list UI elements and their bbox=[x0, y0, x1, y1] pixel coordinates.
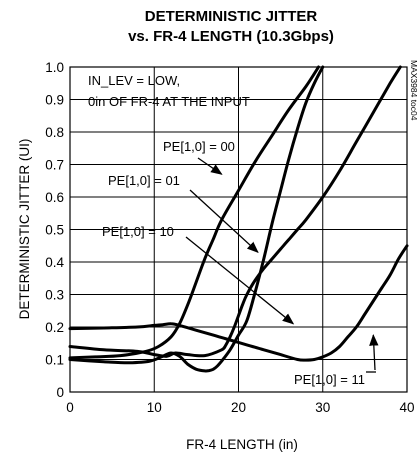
y-tick-label: 0.2 bbox=[45, 320, 64, 335]
x-tick-label: 30 bbox=[315, 400, 330, 415]
label-pe-01: PE[1,0] = 01 bbox=[108, 173, 180, 188]
arrow-pe-10 bbox=[185, 236, 295, 325]
x-tick-label: 20 bbox=[231, 400, 246, 415]
label-pe-11: PE[1,0] = 11 bbox=[294, 372, 365, 387]
y-tick-label: 0.3 bbox=[45, 288, 64, 303]
chart-title-line-1: DETERMINISTIC JITTER bbox=[145, 8, 318, 25]
label-pe-00: PE[1,0] = 00 bbox=[163, 139, 235, 154]
y-tick-label: 0.7 bbox=[45, 158, 64, 173]
y-tick-label: 0.1 bbox=[45, 353, 64, 368]
y-tick-label: 0.6 bbox=[45, 190, 64, 205]
series-lines bbox=[68, 65, 409, 373]
figure-id: MAX3984 toc04 bbox=[409, 60, 419, 121]
tick-labels: 0 10 20 30 40 0 0.1 0.2 0.3 0.4 0.5 0.6 0.7 0.8 0.9 1.0 bbox=[45, 60, 414, 415]
arrow-pe-01 bbox=[189, 189, 259, 254]
chart-title-line-2: vs. FR-4 LENGTH (10.3Gbps) bbox=[128, 28, 334, 45]
series-line-pe-01 bbox=[68, 65, 402, 358]
annotation-arrows bbox=[185, 157, 379, 373]
arrow-pe-11 bbox=[369, 333, 379, 371]
y-tick-label: 0.5 bbox=[45, 223, 64, 238]
y-tick-label: 0.8 bbox=[45, 125, 64, 140]
condition-annotation-line-1: IN_LEV = LOW, bbox=[88, 73, 180, 88]
x-tick-label: 40 bbox=[399, 400, 414, 415]
y-tick-label: 1.0 bbox=[45, 60, 64, 75]
y-axis-label: DETERMINISTIC JITTER (UI) bbox=[17, 139, 32, 320]
series-line-pe-10 bbox=[68, 65, 325, 373]
y-tick-label: 0.4 bbox=[45, 255, 64, 270]
condition-annotation-line-2: 0in OF FR-4 AT THE INPUT bbox=[88, 94, 250, 109]
arrow-pe-00 bbox=[197, 157, 223, 175]
y-tick-label: 0.9 bbox=[45, 93, 64, 108]
x-tick-label: 10 bbox=[147, 400, 162, 415]
x-tick-label: 0 bbox=[66, 400, 74, 415]
x-axis-label: FR-4 LENGTH (in) bbox=[186, 437, 298, 452]
label-pe-10: PE[1,0] = 10 bbox=[102, 224, 174, 239]
series-line-pe-11 bbox=[68, 244, 409, 362]
y-tick-label: 0 bbox=[56, 385, 64, 400]
